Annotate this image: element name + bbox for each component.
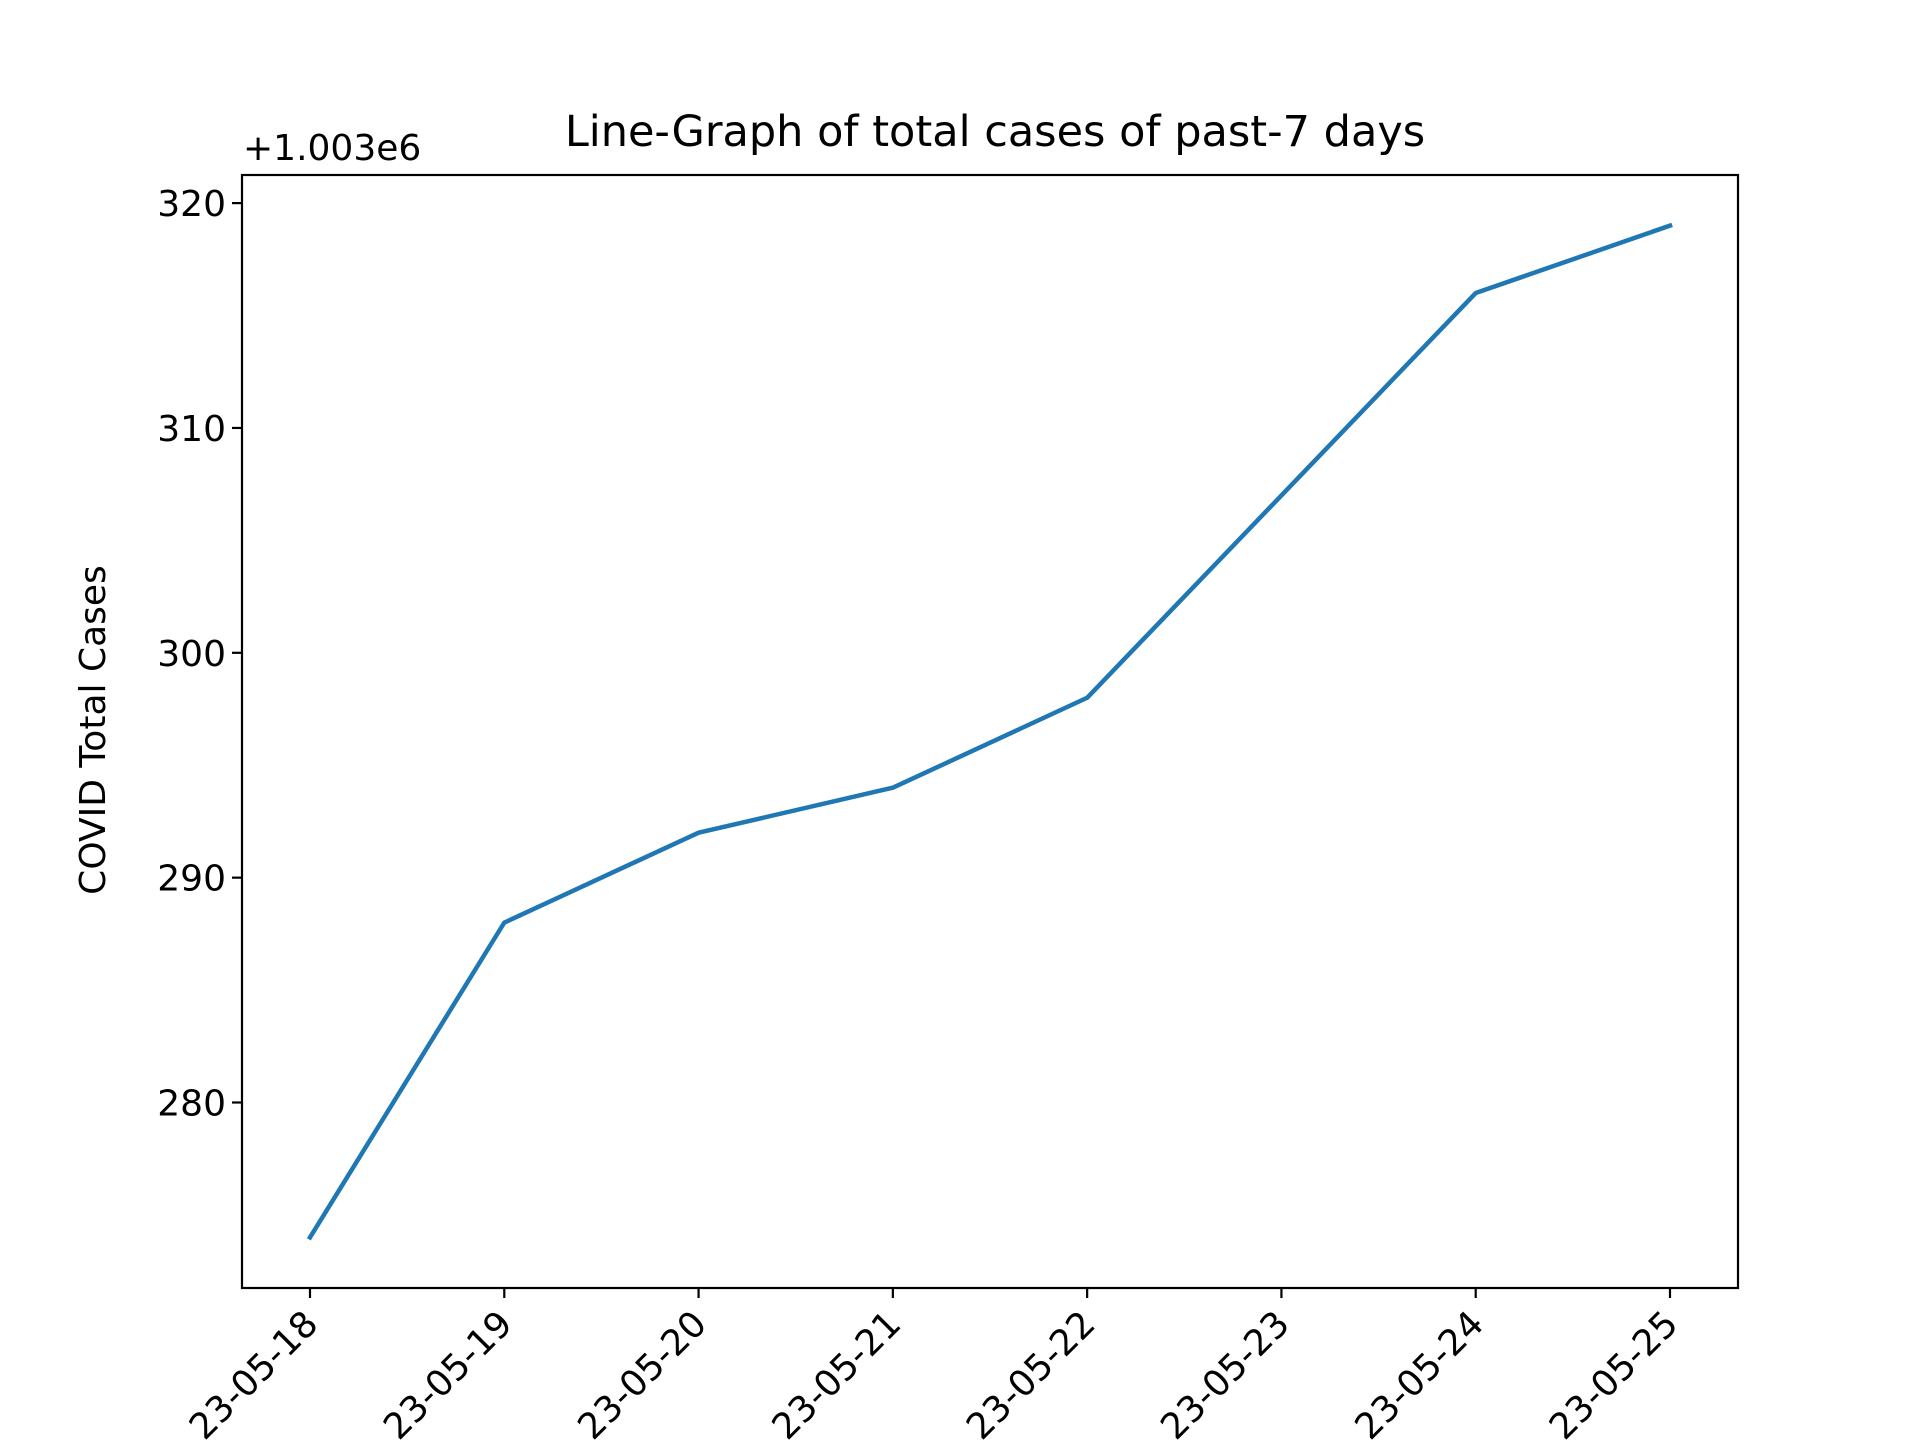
y-axis-ticks: 280 290 300 310 320 <box>157 184 242 1125</box>
y-axis-label: COVID Total Cases <box>73 565 114 895</box>
x-tick-label: 23-05-23 <box>1153 1303 1298 1440</box>
x-tick-label: 23-05-24 <box>1348 1303 1493 1440</box>
series-line <box>306 222 1673 1241</box>
x-tick-label: 23-05-19 <box>376 1303 521 1440</box>
x-tick-label: 23-05-20 <box>570 1303 715 1440</box>
y-tick-label: 320 <box>157 184 226 225</box>
y-tick-label: 280 <box>157 1084 226 1125</box>
x-tick-label: 23-05-22 <box>959 1303 1104 1440</box>
chart-title: Line-Graph of total cases of past-7 days <box>565 107 1425 157</box>
y-tick-label: 310 <box>157 409 226 450</box>
x-axis-ticks: 23-05-18 23-05-19 23-05-20 23-05-21 23-05-22… <box>182 1288 1687 1440</box>
y-tick-label: 300 <box>157 634 226 675</box>
x-tick-label: 23-05-18 <box>182 1303 327 1440</box>
series-lines <box>306 222 1673 1241</box>
y-axis-offset-label: +1.003e6 <box>243 128 421 169</box>
plot-area-frame <box>240 173 1740 1290</box>
x-tick-label: 23-05-21 <box>765 1303 910 1440</box>
y-tick-label: 290 <box>157 859 226 900</box>
x-tick-label: 23-05-25 <box>1542 1303 1687 1440</box>
